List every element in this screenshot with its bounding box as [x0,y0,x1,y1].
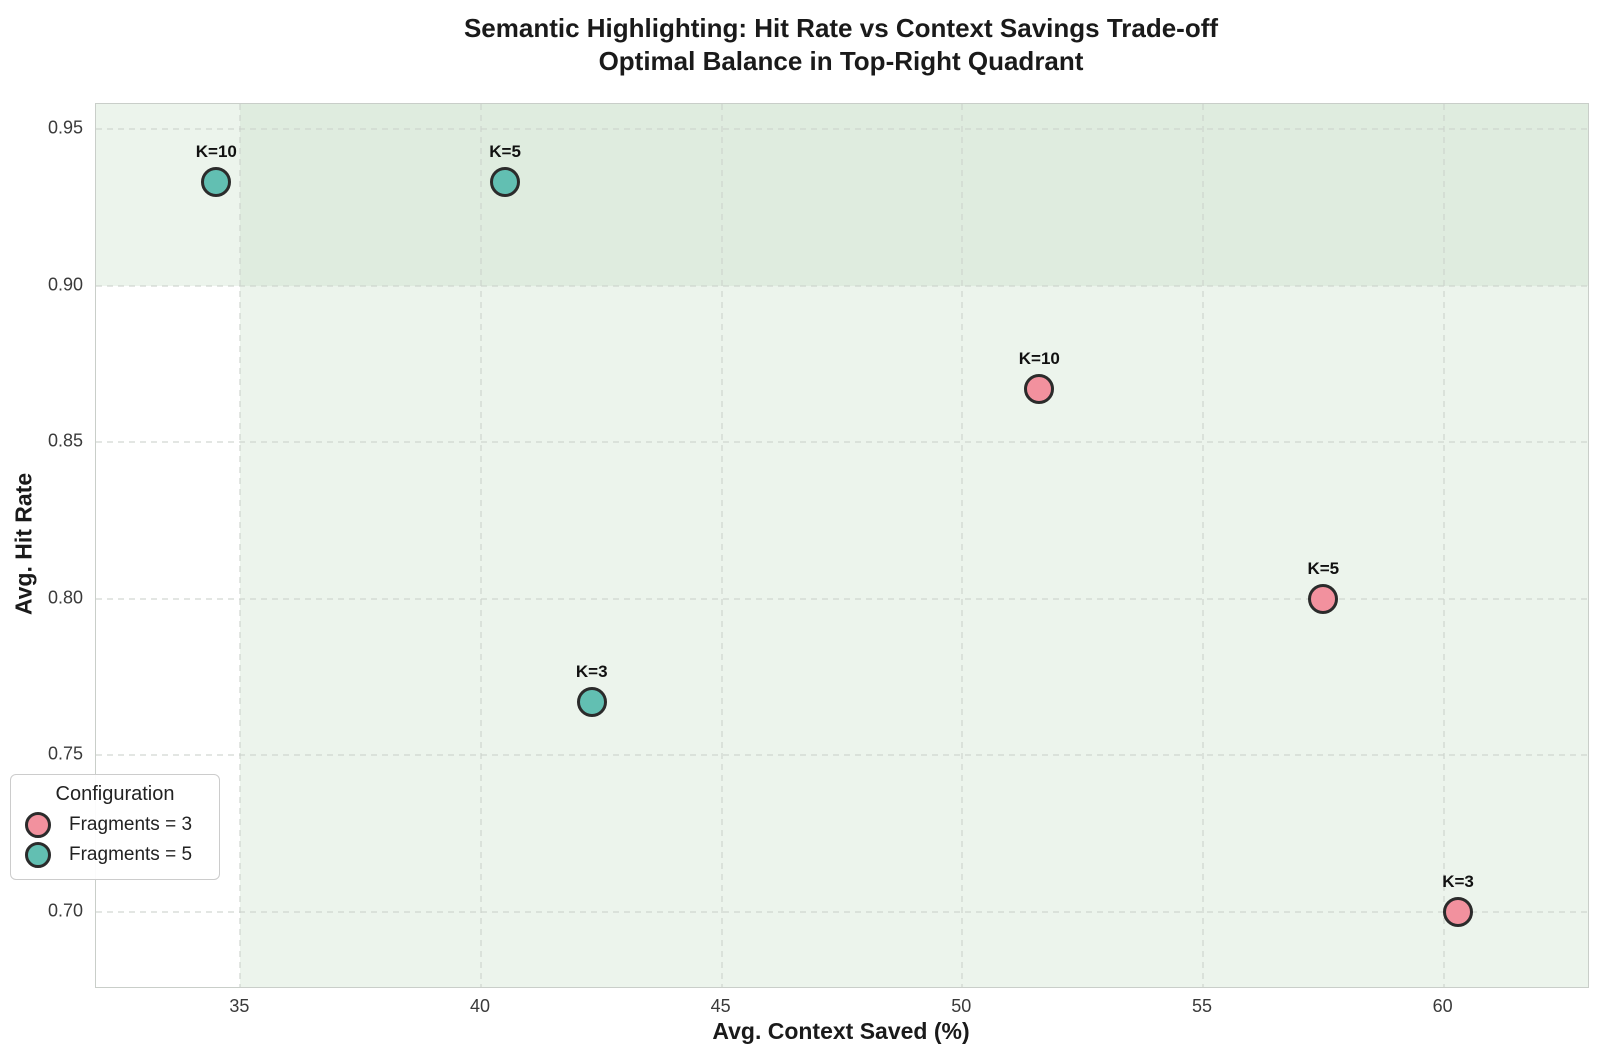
gridline-x-60 [1442,104,1445,987]
y-tick-0.95: 0.95 [47,117,83,138]
x-axis-label: Avg. Context Saved (%) [712,1018,970,1044]
legend-marker-icon [25,842,51,868]
point-label-k5: K=5 [1307,558,1340,578]
x-tick-60: 60 [1432,996,1453,1016]
legend: Configuration Fragments = 3 Fragments = 5 [10,774,220,880]
y-axis-label: Avg. Hit Rate [10,472,37,616]
data-point-3-k10[interactable] [1024,373,1055,404]
gridline-y-0.70 [96,910,1588,913]
gridline-y-0.80 [96,597,1588,600]
point-label-k3: K=3 [575,662,608,682]
data-point-5-k10[interactable] [201,167,232,198]
y-tick-0.70: 0.70 [47,900,83,921]
gridline-x-45 [720,104,723,987]
y-tick-0.75: 0.75 [47,743,83,764]
data-point-3-k3[interactable] [1443,896,1474,927]
shaded-region-top-band [96,104,1588,286]
gridline-y-0.85 [96,441,1588,444]
data-point-5-k3[interactable] [576,687,607,718]
x-tick-35: 35 [229,996,250,1016]
gridline-y-0.90 [96,284,1588,287]
legend-title: Configuration [55,783,175,805]
y-tick-0.90: 0.90 [47,274,83,295]
data-point-3-k5[interactable] [1308,583,1339,614]
point-label-k10: K=10 [195,142,237,162]
y-tick-0.85: 0.85 [47,430,83,451]
legend-marker-icon [25,812,51,838]
legend-label: Fragments = 5 [69,844,193,865]
data-point-5-k5[interactable] [490,167,521,198]
chart-title-line1: Semantic Highlighting: Hit Rate vs Conte… [463,13,1219,43]
x-tick-45: 45 [710,996,731,1016]
y-tick-0.80: 0.80 [47,587,83,608]
x-tick-40: 40 [470,996,491,1016]
legend-row-fragments-fragments-fragments-fragments-fragments-fragments-fragments-fragments-fragments-fragments-fragments-fragments-3: Fragments = 3 [17,810,213,840]
chart-title-line2: Optimal Balance in Top-Right Quadrant [598,46,1084,77]
legend-rows: Fragments = 3 Fragments = 5 [17,810,213,870]
x-tick-55: 55 [1191,996,1212,1016]
shaded-region-right-band [240,104,1588,987]
gridline-x-50 [961,104,964,987]
point-label-k5: K=5 [489,142,521,162]
plot-area: K=3 K=5 K=10 K=3 K=5 K=10 [95,103,1589,988]
gridline-y-0.95 [96,128,1588,131]
legend-row-fragments-fragments-fragments-fragments-fragments-fragments-fragments-fragments-fragments-fragments-fragments-fragments-5: Fragments = 5 [17,840,213,870]
gridline-x-40 [480,104,483,987]
point-label-k3: K=3 [1442,871,1474,891]
gridline-y-0.75 [96,754,1588,757]
chart-title: Semantic Highlighting: Hit Rate vs Conte… [95,12,1587,79]
x-tick-50: 50 [951,996,972,1016]
legend-label: Fragments = 3 [69,814,193,835]
gridline-x-55 [1201,104,1204,987]
point-label-k10: K=10 [1018,348,1060,368]
gridline-x-35 [239,104,242,987]
